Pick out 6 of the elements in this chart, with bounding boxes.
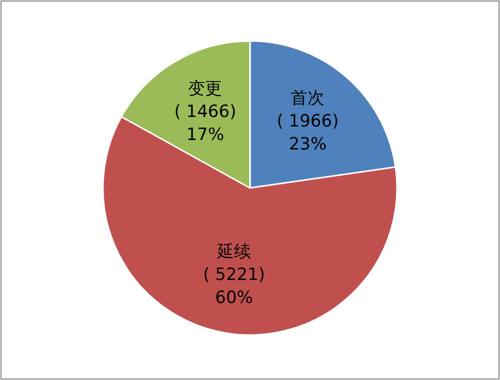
data-label: ( 1966) 23% [276, 111, 339, 154]
data-label: ( 1466) 17% [174, 102, 236, 145]
slice-label: 变更 [188, 79, 222, 99]
data-label: ( 5221) 60% [203, 264, 266, 308]
slice-label: 延续 [216, 242, 252, 262]
slice-label: 首次 [290, 88, 325, 108]
